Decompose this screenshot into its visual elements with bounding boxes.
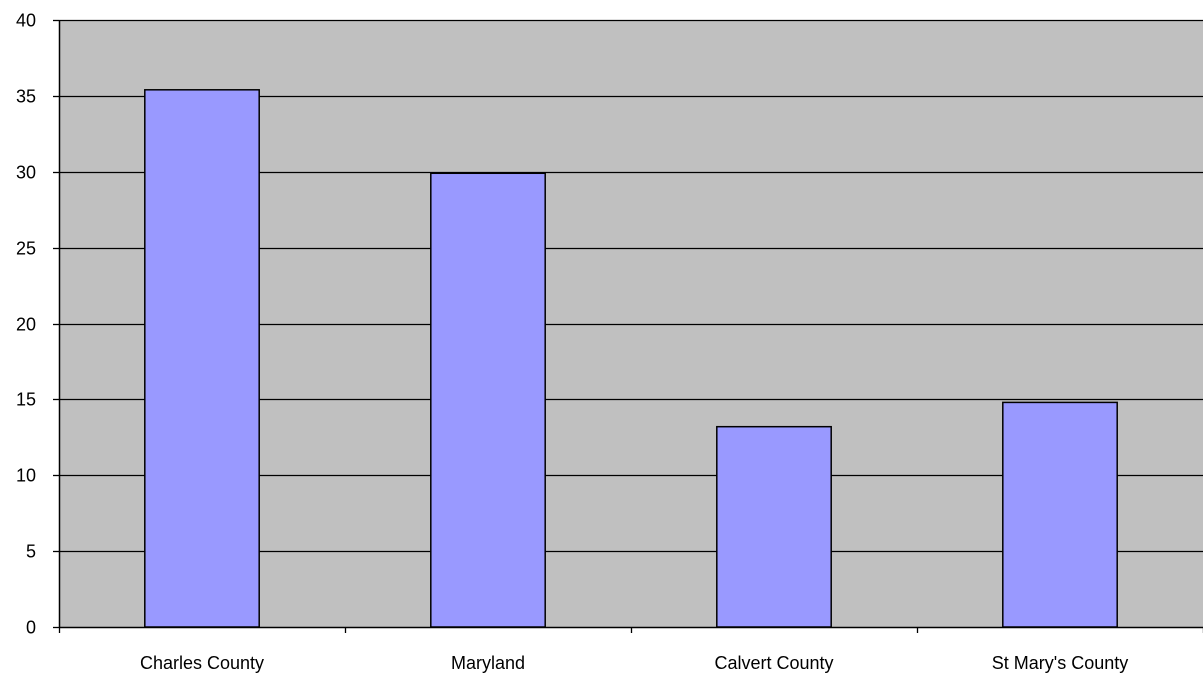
- bars: [144, 89, 1118, 628]
- y-tick-labels: 0 5 10 15 20 25 30 35 40: [16, 11, 36, 638]
- y-tick-label-35: 35: [16, 87, 36, 107]
- y-tick-label-15: 15: [16, 390, 36, 410]
- bar-charles-county: [144, 89, 260, 628]
- bar-st-mary-s-county: [1002, 401, 1118, 628]
- y-tick-label-10: 10: [16, 466, 36, 486]
- y-tick-label-30: 30: [16, 163, 36, 183]
- x-tick-label-maryland: Maryland: [451, 653, 525, 673]
- y-tick-label-40: 40: [16, 11, 36, 31]
- x-tick-label-st-mary-s-county: St Mary's County: [992, 653, 1128, 673]
- bar-maryland: [430, 172, 546, 628]
- x-tick-label-calvert-county: Calvert County: [714, 653, 833, 673]
- y-tick-label-5: 5: [26, 542, 36, 562]
- y-tick-label-0: 0: [26, 618, 36, 638]
- axes: [53, 19, 1203, 633]
- x-tick-labels: Charles County Maryland Calvert County St M…: [140, 653, 1128, 673]
- bar-calvert-county: [716, 425, 832, 628]
- y-tick-label-25: 25: [16, 239, 36, 259]
- x-tick-label-charles-county: Charles County: [140, 653, 264, 673]
- y-tick-label-20: 20: [16, 315, 36, 335]
